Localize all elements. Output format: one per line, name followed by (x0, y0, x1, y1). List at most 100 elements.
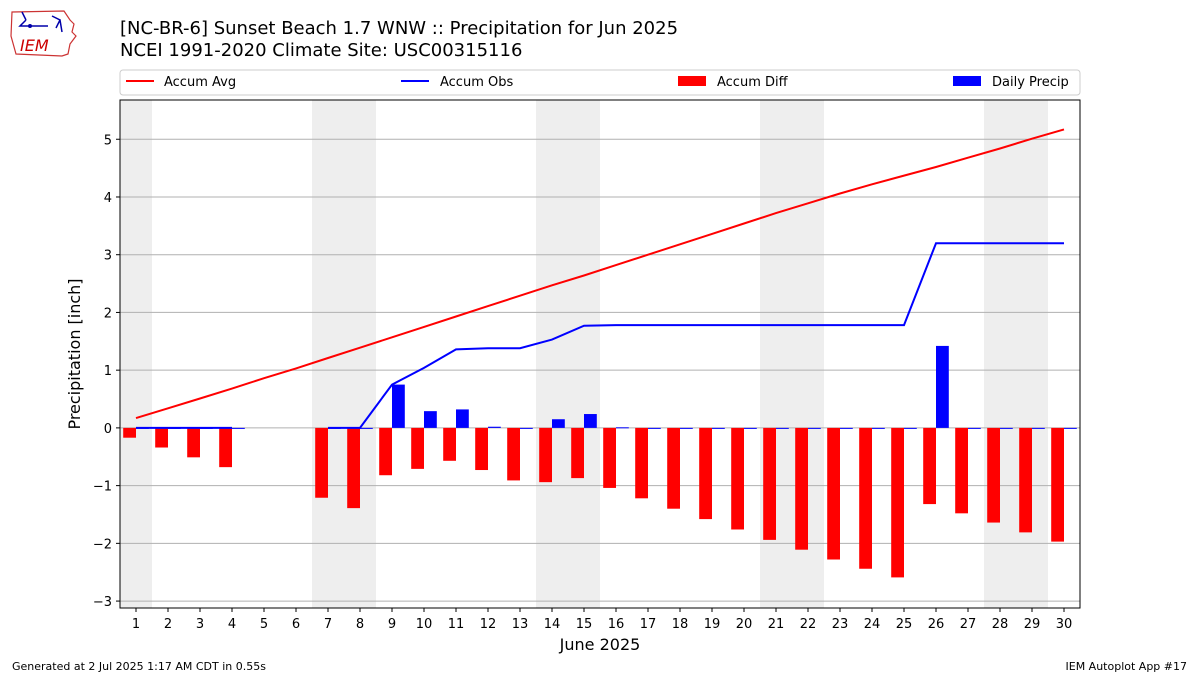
gridlines (120, 138, 1080, 602)
x-tick-label: 1 (132, 617, 140, 632)
weekend-shading (120, 100, 1048, 608)
x-tick-label: 26 (928, 617, 945, 632)
daily-precip-bar (808, 427, 821, 429)
plot-frame (119, 99, 1081, 609)
accum-diff-bar (539, 427, 552, 483)
weather-station-icon (18, 11, 63, 33)
x-tick-label: 3 (196, 617, 204, 632)
y-tick-label: 4 (104, 191, 112, 206)
app-credit: IEM Autoplot App #17 (1065, 660, 1188, 673)
chart-title: [NC-BR-6] Sunset Beach 1.7 WNW :: Precip… (120, 18, 679, 39)
x-tick-label: 30 (1056, 617, 1073, 632)
daily-precip-bar (616, 427, 629, 429)
x-tick-label: 13 (512, 617, 529, 632)
accum-diff-bar (859, 427, 872, 569)
x-axis: 1 2 3 4 5 6 7 8 9 10 11 12 13 14 15 16 17 18 19 20 21 22 23 24 2… (132, 608, 1072, 632)
daily-precip-bar (552, 419, 565, 428)
daily-precip-bar (712, 427, 725, 429)
accum-diff-bar (795, 427, 808, 550)
accum-diff-bar (443, 427, 456, 461)
legend-accum-diff-label: Accum Diff (717, 75, 789, 90)
x-tick-label: 24 (864, 617, 881, 632)
y-tick-label: −1 (93, 480, 112, 495)
accum-avg-line (135, 128, 1065, 420)
daily-precip-bar (584, 414, 597, 428)
y-tick-label: 2 (104, 306, 112, 321)
daily-precip-bar (392, 384, 405, 428)
accum-diff-bar (315, 427, 328, 498)
accum-diff-bar (1051, 427, 1064, 542)
daily-precip-bar (776, 427, 789, 429)
accum-obs-line (328, 242, 1064, 429)
x-tick-label: 11 (448, 617, 465, 632)
daily-precip-bar (360, 427, 373, 429)
x-tick-label: 7 (324, 617, 332, 632)
generated-timestamp: Generated at 2 Jul 2025 1:17 AM CDT in 0… (12, 660, 266, 673)
iowa-outline (10, 10, 77, 57)
x-tick-label: 20 (736, 617, 753, 632)
weekend-shade (536, 100, 568, 608)
daily-precip-bar (1000, 427, 1013, 429)
accum-diff-bar (347, 427, 360, 509)
x-tick-label: 27 (960, 617, 977, 632)
daily-precip-bar (968, 427, 981, 429)
weekend-shade (344, 100, 376, 608)
y-tick-label: 1 (104, 364, 112, 379)
weekend-shade (984, 100, 1016, 608)
accum-diff-bar (699, 427, 712, 520)
accum-diff-bar (411, 427, 424, 469)
accum-diff-bar (923, 427, 936, 505)
accum-diff-bar (955, 427, 968, 514)
daily-precip-bar (232, 427, 245, 429)
legend: Accum Avg Accum Obs Accum Diff Daily Pre… (119, 69, 1081, 96)
x-tick-label: 17 (640, 617, 657, 632)
accum-diff-bar (635, 427, 648, 499)
daily-precip-bar (1032, 427, 1045, 429)
station-dot-icon (28, 24, 32, 28)
daily-precip-bar (840, 427, 853, 429)
logo-text: IEM (20, 36, 49, 55)
x-tick-label: 19 (704, 617, 721, 632)
weekend-shade (120, 100, 152, 608)
x-tick-label: 5 (260, 617, 268, 632)
x-tick-label: 28 (992, 617, 1009, 632)
daily-precip-bar (488, 426, 501, 428)
accum-diff-bar (155, 427, 168, 448)
accum-diff-bar (827, 427, 840, 560)
iem-logo: IEM (10, 10, 77, 57)
daily-precip-bar (424, 411, 437, 428)
x-tick-label: 10 (416, 617, 433, 632)
daily-precip-bars (136, 345, 1077, 429)
y-tick-label: 3 (104, 249, 112, 264)
x-tick-label: 23 (832, 617, 849, 632)
y-tick-label: −3 (93, 595, 112, 610)
daily-precip-bar (936, 345, 949, 428)
legend-accum-obs-label: Accum Obs (440, 75, 513, 90)
accum-diff-bar (123, 427, 136, 438)
y-tick-label: −2 (93, 537, 112, 552)
accum-diff-bar (187, 427, 200, 458)
x-tick-label: 6 (292, 617, 300, 632)
accum-lines (135, 128, 1065, 429)
accum-diff-bar (571, 427, 584, 479)
accum-diff-bars (123, 427, 1064, 578)
x-tick-label: 8 (356, 617, 364, 632)
daily-precip-bar (744, 427, 757, 429)
daily-precip-bar (680, 427, 693, 429)
accum-diff-bar (507, 427, 520, 481)
daily-precip-bar (520, 427, 533, 429)
daily-precip-bar (872, 427, 885, 429)
x-tick-label: 4 (228, 617, 236, 632)
x-tick-label: 9 (388, 617, 396, 632)
accum-diff-bar (379, 427, 392, 476)
x-tick-label: 15 (576, 617, 593, 632)
accum-diff-bar (891, 427, 904, 578)
accum-diff-bar (987, 427, 1000, 523)
x-tick-label: 25 (896, 617, 913, 632)
x-axis-label: June 2025 (559, 635, 641, 654)
y-tick-label: 5 (104, 133, 112, 148)
x-tick-label: 16 (608, 617, 625, 632)
accum-diff-bar (731, 427, 744, 530)
accum-diff-bar (667, 427, 680, 509)
weekend-shade (568, 100, 600, 608)
